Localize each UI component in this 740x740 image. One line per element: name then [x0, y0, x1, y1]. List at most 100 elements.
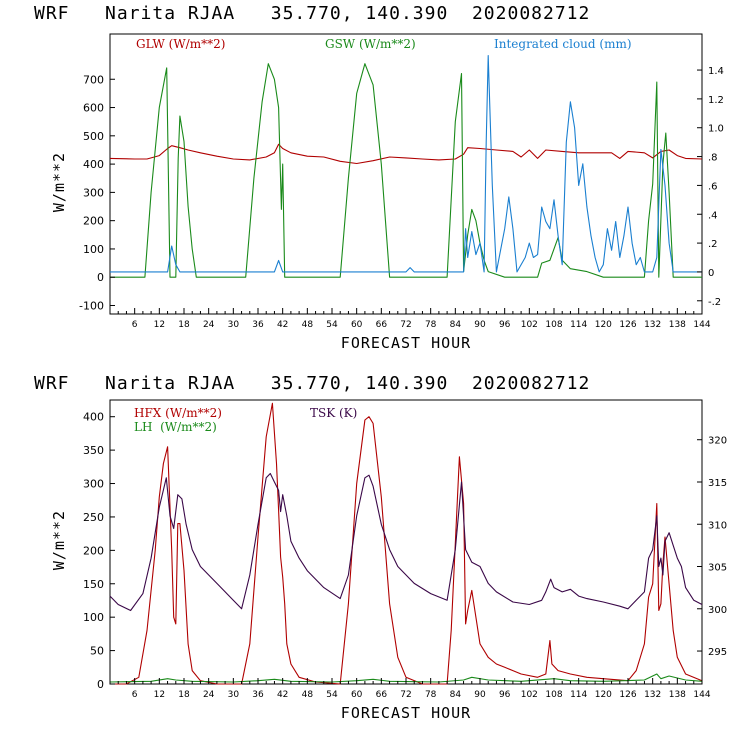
chart-1-xtick-label: 114 — [570, 320, 587, 330]
chart-2-y2tick-label: 300 — [708, 605, 727, 616]
chart-2-frame — [109, 399, 703, 685]
chart-1-y2ticks: -.2 0 .2 .4 .6 .8 1.0 1.2 1.4 — [697, 66, 724, 308]
chart-1-y2tick-label: 1.2 — [708, 95, 724, 106]
chart-1-ytick-label: 600 — [83, 102, 104, 115]
chart-2-series-hfx-line — [110, 402, 703, 685]
chart-2-xtick-label: 138 — [669, 690, 686, 700]
chart-1-xtick-label: 90 — [474, 320, 486, 330]
chart-1-xtick-label: 72 — [400, 320, 411, 330]
chart-1-y2tick-label: .8 — [708, 153, 718, 164]
chart-2-title: WRF Narita RJAA 35.770, 140.390 20200827… — [34, 373, 590, 394]
chart-1-ytick-label: 100 — [83, 243, 104, 256]
chart-2-xtick-label: 18 — [178, 690, 190, 700]
chart-2-xticks: 6 12 18 24 30 36 42 48 54 60 66 72 78 84 90 96 102 108 114… — [109, 678, 711, 700]
chart-2-ytick-label: 400 — [83, 411, 104, 424]
chart-2-xtick-label: 102 — [521, 690, 538, 700]
chart-1-xtick-label: 84 — [450, 320, 462, 330]
chart-2-xtick-label: 54 — [326, 690, 338, 700]
chart-2-xtick-label: 48 — [302, 690, 314, 700]
chart-2-xtick-label: 24 — [203, 690, 215, 700]
chart-2-xtick-label: 120 — [595, 690, 612, 700]
chart-1-xtick-label: 42 — [277, 320, 288, 330]
chart-2-xlabel: FORECAST HOUR — [341, 704, 471, 722]
chart-1-series — [109, 55, 703, 278]
chart-2-xtick-label: 66 — [376, 690, 388, 700]
chart-2-xtick-label: 12 — [154, 690, 165, 700]
chart-1-xtick-label: 60 — [351, 320, 363, 330]
chart-2-y2tick-label: 320 — [708, 436, 727, 447]
chart-1-y2tick-label: .6 — [708, 181, 718, 192]
chart-1-y2tick-label: .4 — [708, 210, 718, 221]
chart-1-title: WRF Narita RJAA 35.770, 140.390 20200827… — [34, 3, 590, 24]
chart-1-ytick-label: -100 — [79, 300, 104, 313]
chart-1-y2tick-label: 1.0 — [708, 124, 724, 135]
chart-2-xtick-label: 72 — [400, 690, 411, 700]
chart-2-xtick-label: 36 — [252, 690, 264, 700]
chart-2-xtick-label: 126 — [619, 690, 636, 700]
chart-2-y2tick-label: 310 — [708, 520, 727, 531]
chart-1-yticks: -100 0 100 200 300 400 500 600 700 — [79, 73, 115, 313]
chart-2-ytick-label: 100 — [83, 611, 104, 624]
chart-2-xtick-label: 30 — [228, 690, 240, 700]
chart-2-xtick-label: 6 — [132, 690, 138, 700]
chart-1-xtick-label: 30 — [228, 320, 240, 330]
chart-1-xtick-label: 36 — [252, 320, 264, 330]
chart-1-series-gsw-line — [110, 63, 702, 278]
chart-2-series — [109, 402, 703, 685]
chart-2-ytick-label: 250 — [83, 511, 104, 524]
chart-2-ytick-label: 200 — [83, 544, 104, 557]
chart-2-ytick-label: 150 — [83, 578, 104, 591]
chart-2-series-tsk-line — [109, 472, 703, 612]
chart-1-xticks: 6 12 18 24 30 36 42 48 54 60 66 72 78 84 90 96 102 108 114… — [109, 308, 711, 330]
chart-1-legend-glw: GLW (W/m**2) — [136, 37, 225, 51]
chart-2-xtick-label: 42 — [277, 690, 288, 700]
chart-1-xtick-label: 96 — [499, 320, 511, 330]
chart-1-y2tick-label: .2 — [708, 239, 718, 250]
chart-1-y2tick-label: 0 — [708, 268, 714, 279]
chart-2-xtick-label: 96 — [499, 690, 511, 700]
chart-1-ytick-label: 500 — [83, 130, 104, 143]
chart-1-legend-cloud: Integrated cloud (mm) — [494, 37, 632, 51]
chart-2-ylabel: W/m**2 — [50, 510, 68, 570]
chart-2-plot: 0 50 100 150 200 250 300 350 400 295 300 305 310 315… — [83, 399, 727, 700]
chart-1-ytick-label: 200 — [83, 215, 104, 228]
chart-2-legend-lh: LH (W/m**2) — [134, 420, 217, 434]
chart-1-xtick-label: 120 — [595, 320, 612, 330]
chart-1-xtick-label: 6 — [132, 320, 138, 330]
chart-2-legend-hfx: HFX (W/m**2) — [134, 406, 222, 420]
chart-2-xtick-label: 108 — [545, 690, 562, 700]
chart-2-xtick-label: 78 — [425, 690, 437, 700]
chart-1-xtick-label: 108 — [545, 320, 562, 330]
chart-1-xlabel: FORECAST HOUR — [341, 334, 471, 352]
chart-1-xtick-label: 126 — [619, 320, 636, 330]
chart-1-ytick-label: 300 — [83, 186, 104, 199]
chart-2-ytick-label: 50 — [90, 645, 104, 658]
chart-1-xtick-label: 78 — [425, 320, 437, 330]
chart-1-ylabel: W/m**2 — [50, 152, 68, 212]
chart-2-yticks: 0 50 100 150 200 250 300 350 400 — [83, 411, 115, 691]
chart-1-xtick-label: 54 — [326, 320, 338, 330]
chart-2-y2tick-label: 295 — [708, 647, 727, 658]
chart-1-y2tick-label: -.2 — [708, 297, 721, 308]
chart-1-y2tick-label: 1.4 — [708, 66, 724, 77]
chart-1-ytick-label: 700 — [83, 73, 104, 86]
chart-1-series-glw-line — [109, 143, 703, 165]
chart-1-legend-gsw: GSW (W/m**2) — [325, 37, 416, 51]
chart-1-xtick-label: 138 — [669, 320, 686, 330]
chart-2-legend-tsk: TSK (K) — [310, 406, 357, 420]
chart-2-y2ticks: 295 300 305 310 315 320 — [697, 436, 727, 658]
chart-1-xtick-label: 66 — [376, 320, 388, 330]
chart-2-ytick-label: 350 — [83, 444, 104, 457]
chart-1-ytick-label: 400 — [83, 158, 104, 171]
chart-1-plot: -100 0 100 200 300 400 500 600 700 -.2 0 .2 .4 .6 .8 1… — [79, 33, 724, 330]
chart-1-xtick-label: 12 — [154, 320, 165, 330]
chart-1-xtick-label: 102 — [521, 320, 538, 330]
chart-1-xtick-label: 144 — [693, 320, 710, 330]
chart-1-xtick-label: 24 — [203, 320, 215, 330]
chart-2-xtick-label: 84 — [450, 690, 462, 700]
chart-2-xtick-label: 114 — [570, 690, 587, 700]
chart-2-xtick-label: 132 — [644, 690, 661, 700]
chart-2-ytick-label: 300 — [83, 478, 104, 491]
chart-1-xtick-label: 48 — [302, 320, 314, 330]
